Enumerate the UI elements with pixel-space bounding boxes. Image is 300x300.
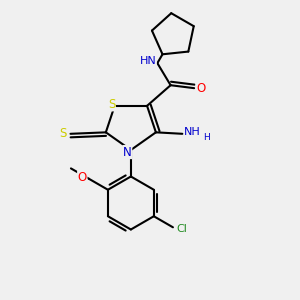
Text: S: S bbox=[108, 98, 116, 111]
Text: HN: HN bbox=[140, 56, 156, 66]
Text: O: O bbox=[196, 82, 205, 95]
Text: S: S bbox=[59, 127, 67, 140]
Text: O: O bbox=[78, 171, 87, 184]
Text: NH: NH bbox=[184, 127, 201, 137]
Text: Cl: Cl bbox=[176, 224, 187, 234]
Text: H: H bbox=[203, 133, 210, 142]
Text: N: N bbox=[123, 146, 132, 159]
